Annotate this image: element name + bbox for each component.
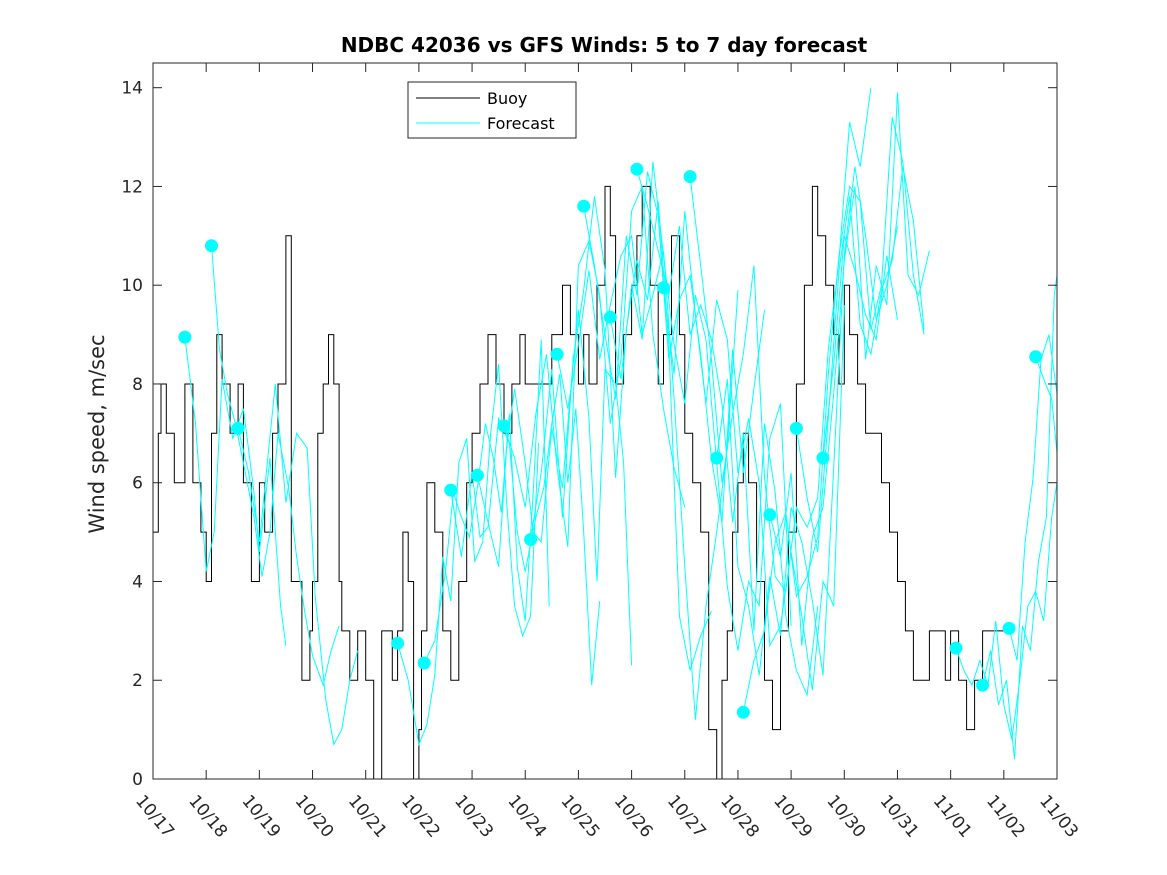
forecast-line-21 (955, 482, 1058, 740)
forecast-start-marker-19 (789, 421, 803, 435)
forecast-start-marker-1 (178, 330, 192, 344)
forecast-line-2 (211, 245, 340, 687)
forecast-line-5 (423, 339, 550, 664)
forecast-start-marker-4 (391, 636, 405, 650)
forecast-line-17 (742, 117, 925, 713)
forecast-line-10 (556, 234, 739, 720)
x-tick-label: 10/19 (238, 791, 285, 841)
forecast-line-23 (1008, 334, 1058, 661)
y-tick-label: 14 (121, 79, 143, 99)
forecast-start-marker-5 (417, 656, 431, 670)
forecast-line-24 (1035, 356, 1058, 454)
x-tick-label: 10/29 (769, 791, 816, 841)
x-tick-label: 10/27 (663, 791, 710, 841)
forecast-start-marker-7 (470, 468, 484, 482)
x-tick-label: 10/21 (344, 791, 391, 841)
x-tick-label: 10/30 (822, 791, 869, 841)
forecast-start-marker-12 (603, 310, 617, 324)
forecast-start-marker-14 (657, 281, 670, 295)
y-tick-label: 0 (132, 770, 143, 790)
y-tick-label: 8 (132, 375, 143, 395)
forecast-start-marker-6 (444, 483, 458, 497)
forecast-start-marker-13 (630, 162, 644, 176)
forecast-line-11 (583, 171, 765, 523)
y-tick-label: 12 (121, 177, 143, 197)
forecast-start-marker-22 (976, 678, 990, 692)
forecast-start-marker-18 (763, 508, 777, 522)
forecast-start-marker-3 (231, 421, 245, 435)
y-axis-label: Wind speed, m/sec (85, 334, 109, 533)
x-tick-label: 10/17 (131, 791, 178, 841)
buoy-line (153, 185, 1007, 780)
chart-title: NDBC 42036 vs GFS Winds: 5 to 7 day fore… (341, 33, 868, 57)
forecast-start-marker-9 (524, 533, 538, 546)
legend-box (407, 81, 577, 139)
forecast-start-marker-21 (949, 641, 963, 655)
forecast-start-marker-15 (683, 170, 697, 184)
y-tick-label: 6 (132, 474, 143, 494)
y-tick-label: 10 (121, 276, 143, 296)
forecast-line-9 (530, 196, 712, 671)
forecast-line-7 (476, 309, 633, 666)
forecast-start-marker-10 (550, 347, 564, 361)
forecast-start-marker-20 (816, 451, 830, 465)
x-tick-label: 10/25 (557, 791, 604, 841)
forecast-start-marker-8 (497, 419, 511, 433)
y-tick-label: 4 (132, 572, 143, 592)
legend: Buoy Forecast (407, 81, 577, 139)
x-tick-label: 10/18 (184, 791, 231, 841)
forecast-start-marker-17 (736, 705, 750, 719)
forecast-line-18 (769, 92, 930, 646)
buoy-series (153, 185, 1007, 780)
x-tick-label: 10/26 (610, 791, 657, 841)
forecast-start-marker-2 (205, 239, 218, 253)
plot-area (153, 63, 1057, 779)
axes-frame (152, 62, 1058, 780)
x-tick-label: 10/31 (876, 791, 923, 841)
legend-forecast-label: Forecast (487, 114, 555, 133)
x-tick-label: 11/03 (1035, 791, 1082, 841)
x-tick-label: 11/02 (982, 791, 1029, 841)
x-tick-label: 10/23 (450, 791, 497, 841)
forecast-line-22 (982, 275, 1058, 760)
forecast-line-4 (397, 364, 539, 747)
x-tick-label: 10/24 (503, 791, 550, 841)
x-tick-label: 11/01 (929, 791, 976, 841)
forecast-series-group (178, 87, 1058, 760)
legend-buoy-label: Buoy (487, 89, 527, 108)
forecast-start-marker-23 (1002, 621, 1016, 635)
forecast-line-14 (663, 211, 845, 691)
plot-background (153, 63, 1057, 779)
x-tick-label: 10/22 (397, 791, 444, 841)
forecast-start-marker-11 (577, 199, 591, 213)
x-tick-label: 10/20 (291, 791, 338, 841)
forecast-line-20 (822, 235, 898, 459)
forecast-line-12 (609, 161, 792, 651)
y-tick-label: 2 (132, 671, 143, 691)
forecast-line-3 (237, 383, 359, 746)
forecast-start-marker-16 (710, 451, 724, 465)
forecast-line-19 (795, 166, 925, 552)
x-tick-label: 10/28 (716, 791, 763, 841)
forecast-start-marker-24 (1029, 350, 1043, 364)
forecast-line-16 (716, 166, 898, 676)
